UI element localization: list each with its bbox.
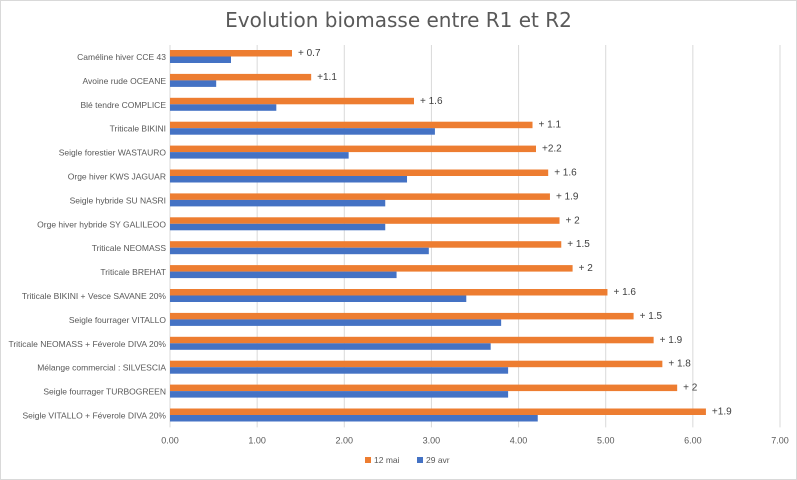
bar-12-mai (170, 97, 414, 105)
category-label: Seigle fourrager TURBOGREEN (43, 387, 166, 397)
bar-29-avr (170, 56, 231, 63)
category-labels: Caméline hiver CCE 43 Avoine rude OCEANE B… (8, 52, 166, 421)
data-label: + 0.7 (298, 48, 321, 59)
bar-29-avr (170, 176, 408, 183)
category-label: Triticale NEOMASS (92, 243, 167, 253)
bar-12-mai (170, 360, 663, 368)
x-tick-label: 4.00 (510, 435, 528, 445)
legend: 12 mai 29 avr (365, 455, 450, 465)
x-tick-label: 5.00 (597, 435, 615, 445)
category-label: Orge hiver hybride SY GALILEOO (37, 219, 166, 229)
legend-label: 29 avr (426, 455, 450, 465)
x-tick-label: 3.00 (423, 435, 441, 445)
category-label: Seigle fourrager VITALLO (69, 315, 167, 325)
bar-12-mai (170, 265, 573, 272)
data-label: +1.1 (317, 72, 337, 83)
data-label: + 2 (579, 263, 594, 274)
data-label: + 1.6 (613, 287, 636, 298)
bar-12-mai (170, 384, 678, 392)
bar-12-mai (170, 408, 706, 415)
data-label: + 2 (683, 383, 698, 394)
category-label: Blé tendre COMPLICE (80, 100, 166, 110)
bar-29-avr (170, 367, 509, 374)
bar-12-mai (170, 193, 550, 200)
bar-12-mai (170, 169, 549, 176)
bar-29-avr (170, 295, 467, 302)
bar-group: + 0.7 +1.1 + 1.6 + 1.1 +2.2 + 1.6 + 1.9 + 2 + 1.… (170, 48, 732, 422)
data-label: + 1.6 (554, 168, 577, 179)
bar-29-avr (170, 104, 277, 111)
data-label: + 1.9 (660, 335, 683, 346)
bar-12-mai (170, 241, 562, 248)
bar-12-mai (170, 312, 634, 320)
bar-12-mai (170, 217, 560, 224)
data-label: + 1.1 (539, 120, 562, 131)
bar-29-avr (170, 319, 502, 326)
legend-swatch (417, 457, 423, 463)
x-tick-label: 2.00 (336, 435, 354, 445)
bar-12-mai (170, 50, 292, 57)
bar-29-avr (170, 80, 217, 87)
bar-29-avr (170, 391, 509, 398)
category-label: Avoine rude OCEANE (83, 76, 167, 86)
bar-12-mai (170, 145, 536, 153)
category-label: Triticale BIKINI + Vesce SAVANE 20% (22, 291, 167, 301)
bar-29-avr (170, 223, 386, 231)
bar-29-avr (170, 247, 429, 255)
data-label: + 1.9 (556, 191, 579, 202)
data-label: + 1.8 (668, 359, 691, 370)
data-label: + 1.6 (420, 96, 443, 107)
data-label: + 1.5 (640, 311, 663, 322)
category-label: Seigle VITALLO + Féverole DIVA 20% (22, 410, 166, 420)
category-label: Triticale BIKINI (110, 124, 166, 134)
bar-29-avr (170, 128, 435, 135)
bar-29-avr (170, 199, 386, 207)
bar-12-mai (170, 73, 312, 81)
bar-29-avr (170, 415, 538, 422)
category-label: Seigle hybride SU NASRI (70, 195, 166, 205)
category-label: Seigle forestier WASTAURO (59, 148, 167, 158)
bar-12-mai (170, 121, 533, 129)
category-label: Orge hiver KWS JAGUAR (68, 171, 166, 181)
bar-29-avr (170, 152, 349, 159)
legend-label: 12 mai (374, 455, 400, 465)
x-tick-label: 1.00 (248, 435, 266, 445)
data-label: + 2 (566, 215, 581, 226)
data-label: +1.9 (712, 407, 732, 418)
x-axis-ticks: 0.00 1.00 2.00 3.00 4.00 5.00 6.00 7.00 (161, 435, 789, 445)
x-tick-label: 7.00 (771, 435, 789, 445)
x-tick-label: 6.00 (684, 435, 702, 445)
data-label: + 1.5 (567, 239, 590, 250)
bar-12-mai (170, 289, 608, 296)
legend-swatch (365, 457, 371, 463)
bar-12-mai (170, 336, 654, 344)
category-label: Mélange commercial : SILVESCIA (37, 363, 166, 373)
chart-title: Evolution biomasse entre R1 et R2 (225, 8, 572, 32)
category-label: Triticale BREHAT (100, 267, 166, 277)
category-label: Triticale NEOMASS + Féverole DIVA 20% (8, 339, 166, 349)
category-label: Caméline hiver CCE 43 (77, 52, 166, 62)
bar-29-avr (170, 271, 397, 279)
bar-29-avr (170, 343, 491, 350)
x-tick-label: 0.00 (161, 435, 179, 445)
data-label: +2.2 (542, 144, 562, 155)
